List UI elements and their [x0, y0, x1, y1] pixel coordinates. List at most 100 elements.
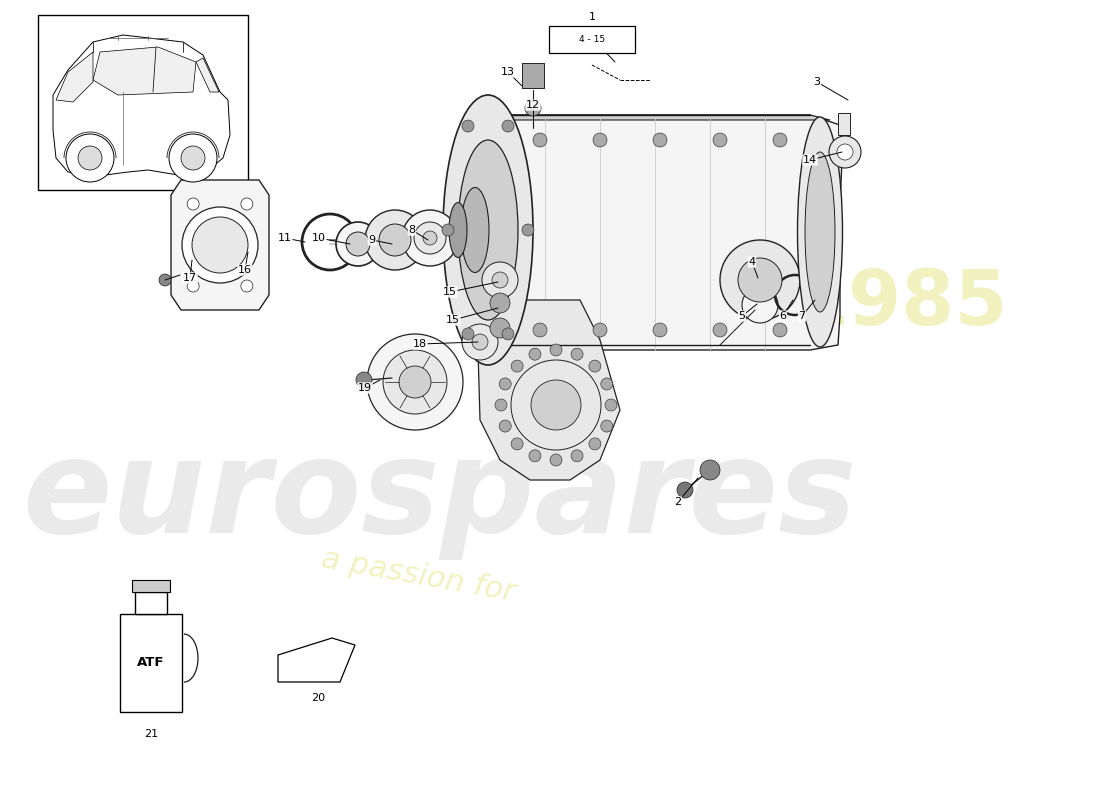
Polygon shape [488, 115, 842, 350]
Polygon shape [196, 58, 219, 92]
Circle shape [462, 328, 474, 340]
Text: 7: 7 [799, 311, 805, 321]
Bar [132, 580, 170, 592]
Circle shape [571, 348, 583, 360]
Circle shape [512, 438, 524, 450]
Polygon shape [478, 300, 620, 480]
Circle shape [713, 133, 727, 147]
Bar [39, 15, 248, 190]
Circle shape [588, 438, 601, 450]
Ellipse shape [458, 140, 518, 320]
Text: 10: 10 [312, 233, 326, 243]
Circle shape [490, 293, 510, 313]
Circle shape [593, 323, 607, 337]
Circle shape [399, 366, 431, 398]
Text: 4 - 15: 4 - 15 [579, 34, 605, 43]
Text: 18: 18 [412, 339, 427, 349]
Circle shape [601, 378, 613, 390]
Polygon shape [170, 180, 270, 310]
Polygon shape [488, 115, 830, 120]
Circle shape [499, 420, 512, 432]
FancyBboxPatch shape [549, 26, 635, 53]
Polygon shape [94, 47, 196, 95]
Circle shape [588, 360, 601, 372]
Text: 1: 1 [588, 12, 595, 22]
Ellipse shape [449, 202, 468, 258]
Text: 2: 2 [674, 497, 682, 507]
Circle shape [571, 450, 583, 462]
Circle shape [550, 344, 562, 356]
Text: 1985: 1985 [795, 267, 1009, 341]
Text: 15: 15 [446, 315, 460, 325]
Circle shape [837, 144, 852, 160]
Polygon shape [53, 35, 230, 176]
Text: 13: 13 [500, 67, 515, 77]
Circle shape [601, 420, 613, 432]
Circle shape [534, 323, 547, 337]
Circle shape [192, 217, 248, 273]
Text: a passion for: a passion for [319, 545, 517, 607]
Text: 3: 3 [814, 77, 821, 87]
Circle shape [531, 380, 581, 430]
Text: 16: 16 [238, 265, 252, 275]
Circle shape [472, 334, 488, 350]
Circle shape [187, 198, 199, 210]
Circle shape [379, 224, 411, 256]
Text: eurospares: eurospares [22, 433, 857, 559]
Circle shape [482, 262, 518, 298]
Circle shape [241, 198, 253, 210]
Circle shape [550, 454, 562, 466]
Text: 17: 17 [183, 273, 197, 283]
Ellipse shape [449, 115, 527, 345]
Circle shape [169, 134, 217, 182]
Circle shape [66, 134, 114, 182]
Circle shape [512, 360, 601, 450]
Bar [838, 113, 850, 135]
Text: 9: 9 [368, 235, 375, 245]
Circle shape [720, 240, 800, 320]
Circle shape [241, 280, 253, 292]
Circle shape [462, 120, 474, 132]
Circle shape [160, 274, 170, 286]
Bar [120, 614, 182, 712]
Circle shape [773, 133, 786, 147]
Circle shape [346, 232, 370, 256]
Text: ATF: ATF [138, 657, 165, 670]
Text: 19: 19 [358, 383, 372, 393]
Circle shape [383, 350, 447, 414]
Circle shape [336, 222, 380, 266]
Circle shape [742, 287, 778, 323]
Circle shape [402, 210, 458, 266]
Text: 21: 21 [144, 729, 158, 739]
Circle shape [424, 231, 437, 245]
Circle shape [187, 280, 199, 292]
Polygon shape [278, 638, 355, 682]
Circle shape [495, 399, 507, 411]
Circle shape [593, 133, 607, 147]
Bar [522, 63, 544, 88]
Circle shape [529, 450, 541, 462]
Polygon shape [56, 52, 94, 102]
Text: 12: 12 [526, 100, 540, 110]
Circle shape [525, 100, 541, 116]
Text: 8: 8 [408, 225, 416, 235]
Circle shape [676, 482, 693, 498]
Circle shape [522, 224, 534, 236]
Ellipse shape [443, 95, 534, 365]
Ellipse shape [461, 187, 490, 273]
Circle shape [78, 146, 102, 170]
Text: 4: 4 [748, 257, 756, 267]
Circle shape [367, 334, 463, 430]
Ellipse shape [805, 152, 835, 312]
Ellipse shape [798, 117, 843, 347]
Polygon shape [488, 115, 820, 350]
Circle shape [713, 323, 727, 337]
Circle shape [365, 210, 425, 270]
Circle shape [182, 207, 258, 283]
Text: 6: 6 [780, 311, 786, 321]
Text: 5: 5 [738, 311, 746, 321]
Circle shape [182, 146, 205, 170]
Circle shape [653, 323, 667, 337]
Circle shape [490, 318, 510, 338]
Circle shape [492, 272, 508, 288]
